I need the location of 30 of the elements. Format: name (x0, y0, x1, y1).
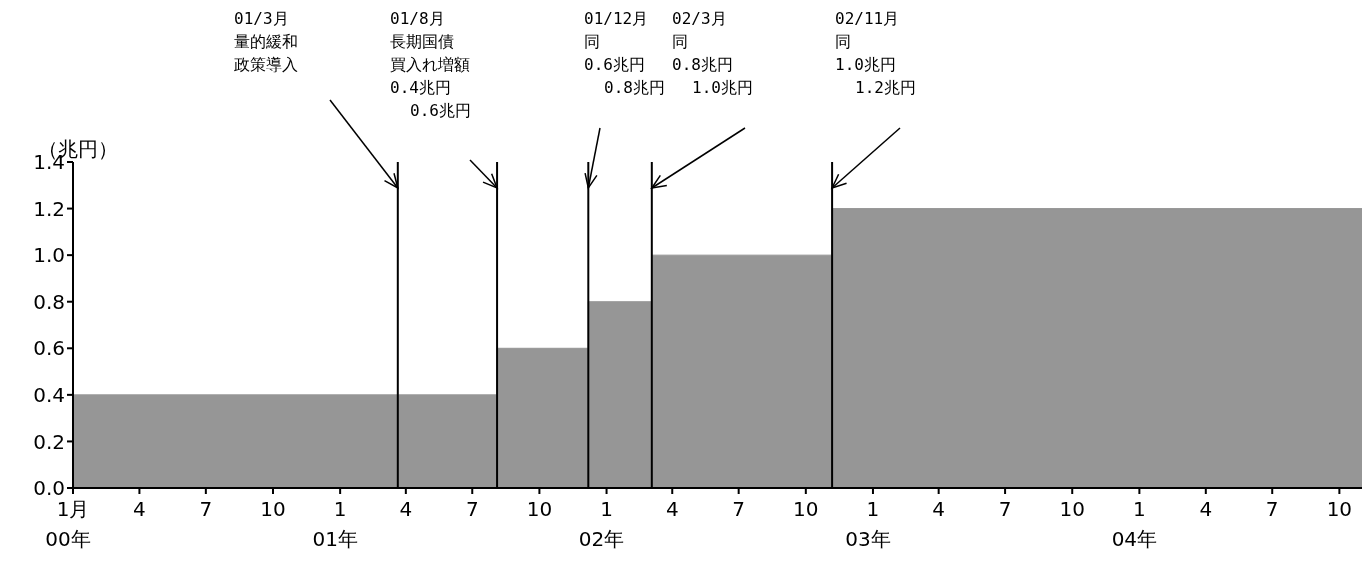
y-tick-label: 0.2 (33, 429, 65, 454)
y-tick-label: 1.0 (33, 243, 65, 268)
text: 01/8月長期国債買入れ増額0.4兆円 0.6兆円 (390, 9, 471, 120)
y-tick-label: 0.8 (33, 289, 65, 314)
x-tick-label: 10 (1059, 497, 1085, 521)
text: 01/12月同0.6兆円 0.8兆円 (584, 9, 665, 97)
text: 01/3月量的緩和政策導入 (234, 9, 298, 74)
x-tick-label: 4 (1199, 497, 1213, 521)
x-tick-label: 7 (732, 497, 746, 521)
x-tick-label: 7 (1265, 497, 1279, 521)
x-tick-label: 7 (998, 497, 1012, 521)
x-tick-label: 1 02年 (578, 497, 625, 551)
x-tick-label: 10 (526, 497, 553, 521)
y-tick-label: 0.6 (33, 336, 65, 361)
x-tick-label: 1 01年 (312, 497, 358, 551)
x-tick-label: 10 (260, 497, 286, 521)
x-tick-label: 1 04年 (1111, 497, 1158, 551)
x-tick-label: 7 (465, 497, 479, 521)
y-tick-label: 1.2 (33, 196, 65, 221)
text: 02/11月同1.0兆円 1.2兆円 (835, 9, 916, 97)
x-tick-label: 1 03年 (845, 497, 891, 551)
x-tick-label: 7 (199, 497, 213, 521)
y-tick-label: 0.4 (33, 382, 65, 407)
x-tick-label: 4 (665, 497, 679, 521)
text: 02/3月同0.8兆円 1.0兆円 (672, 9, 753, 97)
x-tick-label: 4 (133, 497, 146, 521)
x-tick-label: 4 (399, 497, 413, 521)
x-tick-label: 4 (932, 497, 946, 521)
x-tick-label: 10 (793, 497, 819, 521)
x-tick-label: 10 (1326, 497, 1353, 521)
